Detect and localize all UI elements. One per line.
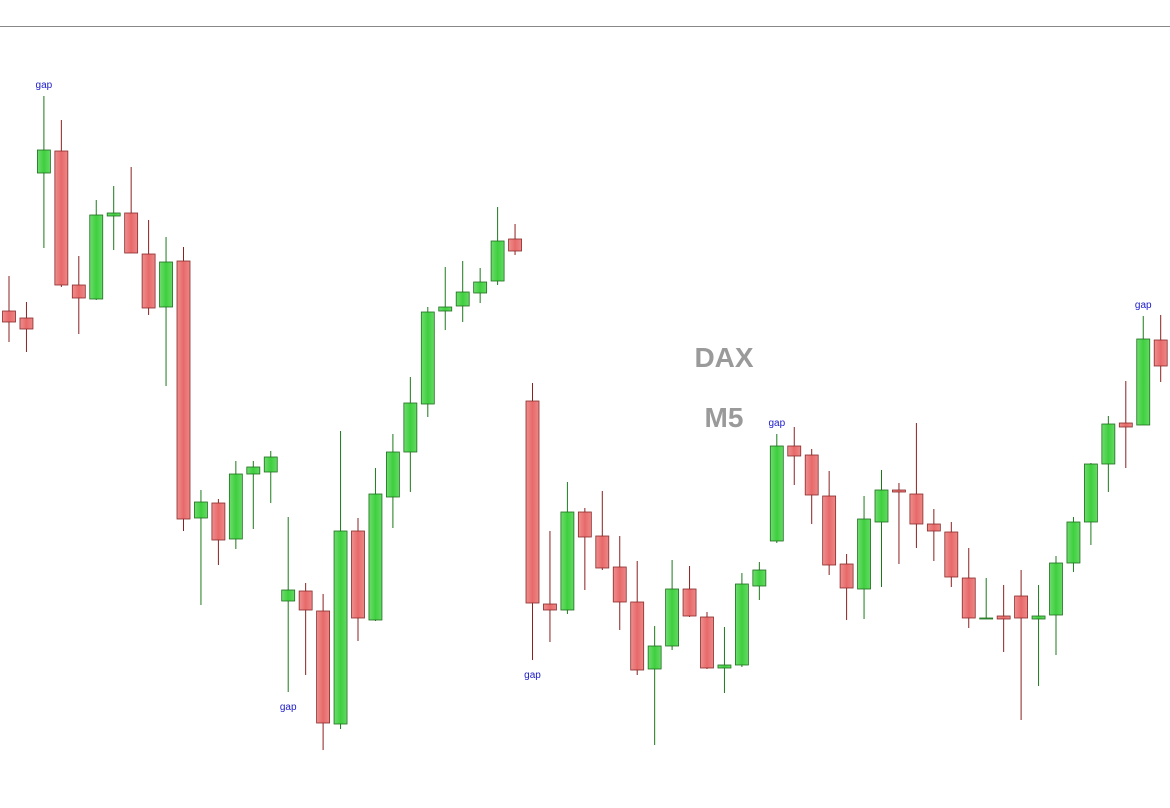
candle-body <box>647 645 662 670</box>
candle-body <box>979 617 994 620</box>
candle-body <box>682 588 697 617</box>
candle-body <box>822 495 837 566</box>
candle-body <box>194 501 208 519</box>
candle-body <box>420 311 435 405</box>
candle-body <box>1118 422 1133 428</box>
timeframe-watermark: M5 <box>705 402 744 433</box>
candle-body <box>804 454 819 496</box>
candle-body <box>316 610 331 724</box>
candle-body <box>106 212 121 217</box>
candle-body <box>473 281 488 294</box>
candle-body <box>141 253 156 309</box>
candle-body <box>246 466 261 475</box>
candle-body <box>54 150 69 286</box>
candle-body <box>1101 423 1116 465</box>
gap-label: gap <box>280 702 297 713</box>
candle-body <box>508 238 522 252</box>
candle-body <box>351 530 365 619</box>
gap-label: gap <box>1135 300 1152 311</box>
candle-body <box>717 664 732 669</box>
gap-label: gap <box>524 670 541 681</box>
candle-body <box>1014 595 1028 619</box>
candle-body <box>612 566 627 603</box>
candle-body <box>543 603 557 611</box>
candle-body <box>263 456 278 473</box>
symbol-watermark: DAX <box>694 342 753 373</box>
candle-body <box>403 402 418 453</box>
candle-body <box>752 569 767 587</box>
candle-body <box>281 589 296 602</box>
candle-body <box>2 310 16 323</box>
candle-body <box>1136 338 1151 426</box>
candle-body <box>525 400 540 604</box>
candle-body <box>71 284 86 299</box>
candle-body <box>19 317 34 330</box>
candle-body <box>228 473 243 540</box>
candle-body <box>665 588 679 647</box>
candle-body <box>89 214 104 300</box>
candle-body <box>700 616 714 669</box>
candle-body <box>1084 463 1098 523</box>
candle-body <box>368 493 383 621</box>
candle-body <box>839 563 854 589</box>
candle-body <box>996 615 1011 620</box>
candle-body <box>124 212 139 254</box>
candle-body <box>560 511 575 611</box>
candle-body <box>37 149 51 174</box>
candle-body <box>176 260 191 520</box>
candle-body <box>1031 615 1046 620</box>
candle-body <box>211 502 226 541</box>
candle-body <box>159 261 173 308</box>
candle-body <box>787 445 802 457</box>
candle-body <box>630 601 645 671</box>
candle-body <box>333 530 348 725</box>
candle-body <box>1066 521 1081 564</box>
candle-body <box>909 493 924 525</box>
candle-body <box>577 511 592 538</box>
candle-body <box>490 240 505 282</box>
candle-body <box>455 291 470 307</box>
candle-body <box>735 583 749 666</box>
candle-body <box>769 445 784 542</box>
candle-body <box>961 577 976 619</box>
candle-body <box>438 306 453 312</box>
candle-body <box>1153 339 1168 367</box>
candle-body <box>874 489 889 523</box>
candle-body <box>892 489 906 493</box>
gap-label: gap <box>768 418 785 429</box>
candle-body <box>926 523 941 532</box>
candle-body <box>857 518 871 590</box>
candle-body <box>595 535 610 569</box>
candle-body <box>944 531 959 578</box>
candle-body <box>298 590 313 611</box>
gap-label: gap <box>36 80 53 91</box>
candle-body <box>1049 562 1063 616</box>
candle-body <box>385 451 400 498</box>
